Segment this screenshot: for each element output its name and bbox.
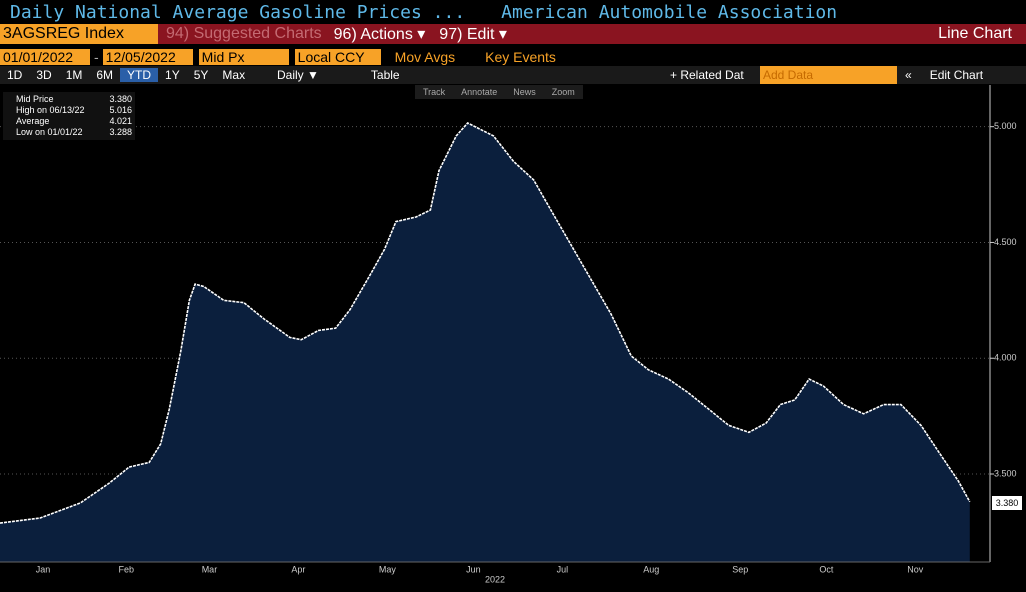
currency[interactable]: Local CCY bbox=[294, 49, 381, 65]
y-tick-label: 3.500 bbox=[994, 468, 1017, 478]
x-tick-label: Nov bbox=[907, 564, 924, 574]
start-date[interactable]: 01/01/2022 bbox=[0, 49, 90, 65]
range-extra: Daily ▼ Table bbox=[140, 66, 407, 84]
legend: Mid Price 3.380 High on 06/13/22 5.016 Avera… bbox=[3, 92, 135, 140]
range-button[interactable]: 5Y bbox=[193, 68, 209, 82]
price-line bbox=[0, 121, 971, 524]
legend-value: 3.288 bbox=[109, 127, 132, 137]
x-tick-label: Feb bbox=[118, 564, 134, 574]
frequency[interactable]: Daily ▼ bbox=[277, 68, 319, 82]
x-tick-label: Jan bbox=[36, 564, 51, 574]
edit-menu[interactable]: 97) Edit ▾ bbox=[439, 26, 507, 43]
suggested-charts[interactable]: 94) Suggested Charts bbox=[166, 25, 322, 42]
controls: 01/01/2022- 12/05/2022 Mid Px Local CCY … bbox=[0, 48, 1026, 66]
range-button[interactable]: 6M bbox=[96, 68, 114, 82]
legend-label: Average bbox=[16, 116, 50, 126]
last-value: 3.380 bbox=[992, 496, 1022, 510]
chart-tool[interactable]: Track bbox=[423, 87, 446, 97]
range-button[interactable]: 3D bbox=[36, 68, 52, 82]
source: American Automobile Association bbox=[501, 1, 838, 23]
x-tick-label: May bbox=[379, 564, 397, 574]
x-tick-label: Sep bbox=[732, 564, 748, 574]
area-fill bbox=[0, 122, 970, 562]
title: Daily National Average Gasoline Prices .… bbox=[10, 1, 466, 23]
legend-value: 3.380 bbox=[109, 94, 132, 104]
range-button[interactable]: YTD bbox=[120, 68, 159, 82]
add-data[interactable]: Add Data bbox=[760, 66, 897, 84]
related-data[interactable]: + Related Dat bbox=[670, 68, 744, 82]
range-button[interactable]: 1D bbox=[7, 68, 23, 82]
chart-tool[interactable]: News bbox=[513, 87, 536, 97]
x-tick-label: Aug bbox=[643, 564, 659, 574]
x-tick-label: Jul bbox=[557, 564, 569, 574]
legend-row: Low on 01/01/22 3.288 bbox=[6, 127, 132, 138]
y-tick-label: 4.000 bbox=[994, 353, 1017, 363]
ticker[interactable]: 3AGSREG Index bbox=[0, 24, 158, 44]
edit-chart[interactable]: Edit Chart bbox=[929, 68, 984, 82]
x-tick-label: Jun bbox=[466, 564, 481, 574]
field[interactable]: Mid Px bbox=[198, 49, 289, 65]
title-bar: Daily National Average Gasoline Prices .… bbox=[0, 0, 1026, 24]
legend-label: High on 06/13/22 bbox=[16, 105, 85, 115]
right-tools: + Related Dat Add Data « Edit Chart bbox=[670, 66, 983, 84]
x-tick-label: Oct bbox=[819, 564, 834, 574]
range-button[interactable]: 1Y bbox=[165, 68, 180, 82]
view-label: Line Chart bbox=[938, 25, 1012, 42]
x-tick-label: Mar bbox=[202, 564, 218, 574]
x-axis-label: 2022 bbox=[485, 574, 505, 584]
x-tick-label: Apr bbox=[291, 564, 305, 574]
chart-tool[interactable]: Zoom bbox=[551, 87, 575, 97]
legend-row: Average 4.021 bbox=[6, 116, 132, 127]
legend-value: 4.021 bbox=[109, 116, 132, 126]
legend-row: High on 06/13/22 5.016 bbox=[6, 105, 132, 116]
end-date[interactable]: 12/05/2022 bbox=[102, 49, 193, 65]
chart-tool[interactable]: Annotate bbox=[461, 87, 498, 97]
key-events[interactable]: Key Events bbox=[485, 49, 556, 65]
range-button[interactable]: Max bbox=[222, 68, 246, 82]
legend-label: Low on 01/01/22 bbox=[16, 127, 83, 137]
y-tick-label: 4.500 bbox=[994, 237, 1017, 247]
chart-tools: Track Annotate News Zoom bbox=[415, 85, 583, 99]
toolbar: 3AGSREG Index 94) Suggested Charts 96) A… bbox=[0, 24, 1026, 44]
mov-avgs[interactable]: Mov Avgs bbox=[394, 49, 456, 65]
table-button[interactable]: Table bbox=[370, 68, 400, 82]
y-tick-label: 5.000 bbox=[994, 121, 1017, 131]
collapse[interactable]: « bbox=[905, 68, 912, 82]
legend-label: Mid Price bbox=[16, 94, 54, 104]
actions-menu[interactable]: 96) Actions ▾ bbox=[333, 26, 426, 43]
range-button[interactable]: 1M bbox=[65, 68, 83, 82]
legend-row: Mid Price 3.380 bbox=[6, 94, 132, 105]
legend-value: 5.016 bbox=[109, 105, 132, 115]
